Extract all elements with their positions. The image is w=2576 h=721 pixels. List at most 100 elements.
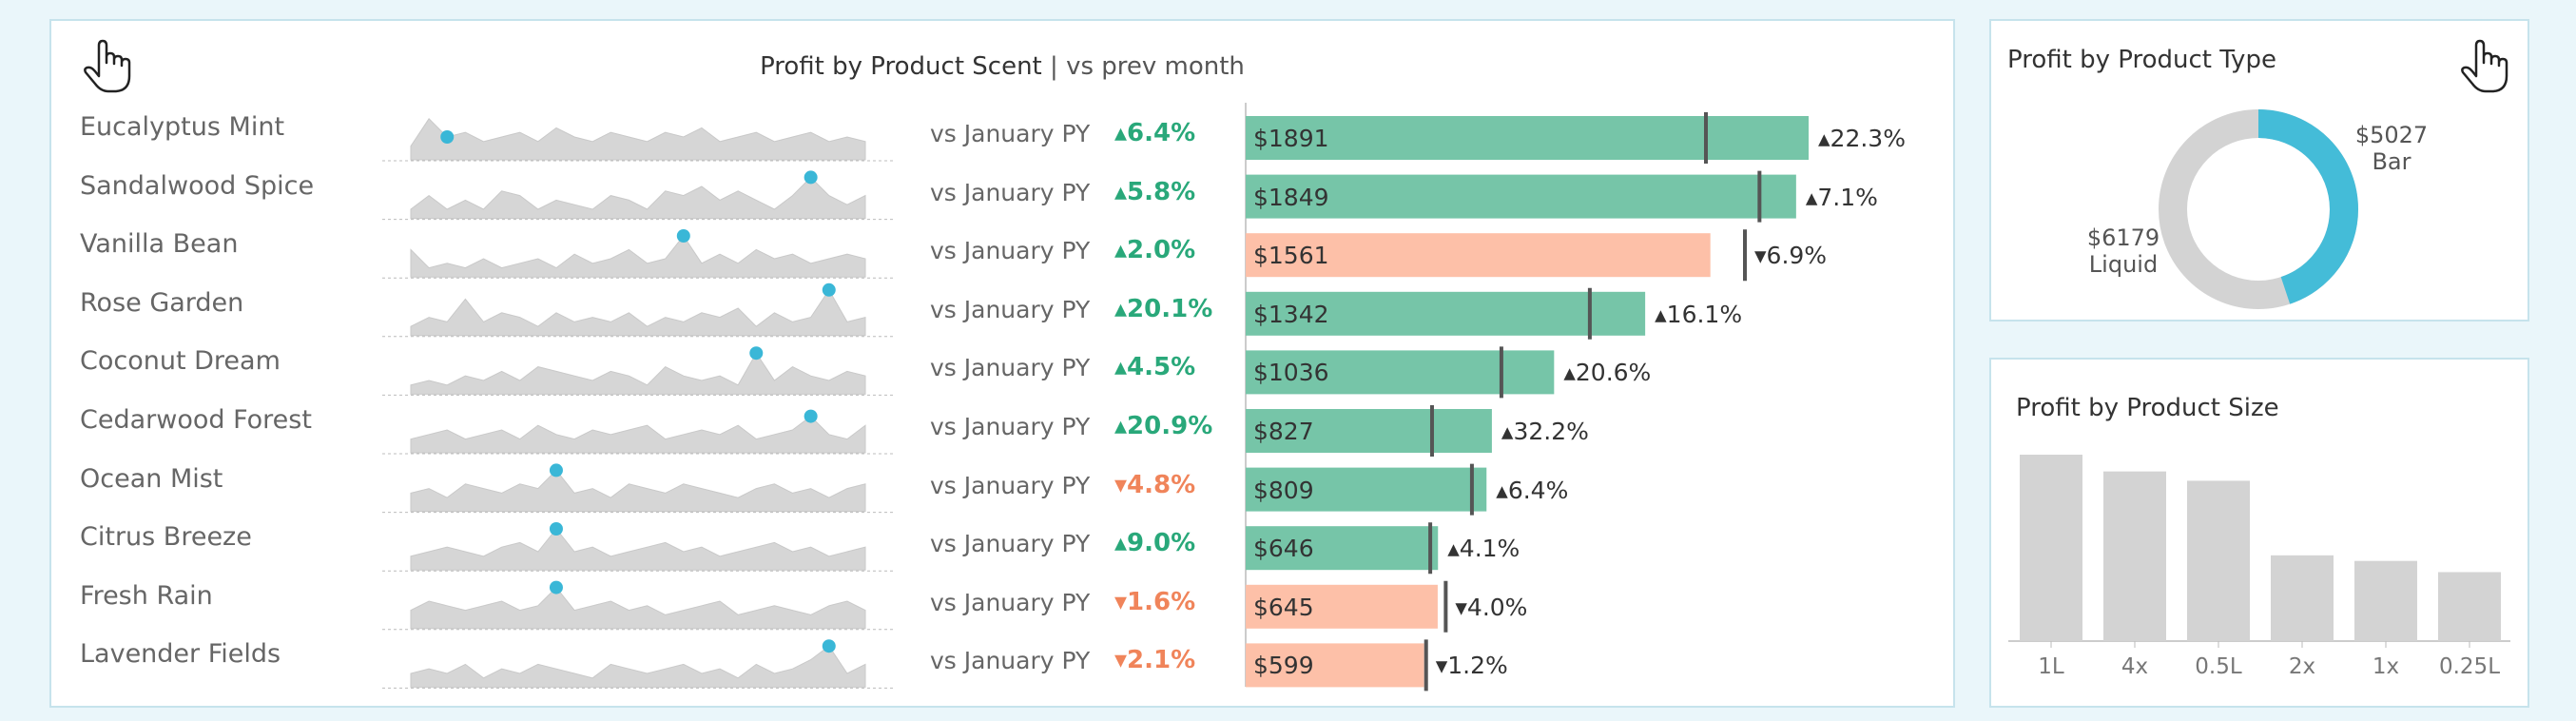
comparison-label: vs January PY — [930, 120, 1091, 147]
sparkline-area — [410, 528, 866, 571]
profit-bar — [1246, 409, 1492, 453]
size-bar-chart — [2008, 455, 2510, 648]
scent-name: Coconut Dream — [80, 346, 281, 377]
sparkline-peak-marker — [822, 639, 836, 653]
bar-value-label: $645 — [1253, 593, 1314, 621]
sparkline-peak-marker — [676, 229, 690, 243]
vs-january-py-pct: ▾1.6% — [1114, 587, 1196, 616]
scent-name: Eucalyptus Mint — [80, 112, 285, 142]
sparkline-area — [410, 352, 866, 395]
size-bar — [2103, 471, 2166, 641]
change-vs-prev-month-label: ▾4.0% — [1455, 593, 1528, 621]
chart-title: Profit by Product Scent | vs prev month — [49, 52, 1955, 81]
bar-value-label: $827 — [1253, 418, 1314, 445]
sparkline-area — [410, 176, 866, 220]
size-tick-label: 1L — [2038, 654, 2064, 679]
bar-value-label: $646 — [1253, 535, 1314, 563]
size-bar — [2354, 560, 2417, 641]
scent-name: Cedarwood Forest — [80, 405, 312, 435]
sparkline-area — [410, 235, 866, 278]
comparison-label: vs January PY — [930, 354, 1091, 382]
scent-name: Vanilla Bean — [80, 229, 239, 260]
donut-category-bar: Bar — [2372, 148, 2411, 175]
scent-name: Ocean Mist — [80, 463, 223, 494]
vs-january-py-pct: ▴2.0% — [1114, 236, 1196, 265]
change-vs-prev-month-label: ▾6.9% — [1754, 242, 1828, 270]
vs-january-py-pct: ▴5.8% — [1114, 177, 1196, 206]
profit-bar — [1246, 291, 1646, 336]
vs-january-py-pct: ▾4.8% — [1114, 470, 1196, 499]
change-vs-prev-month-label: ▴20.6% — [1563, 359, 1652, 387]
size-tick-label: 1x — [2372, 654, 2400, 679]
profit-bar — [1246, 233, 1711, 278]
donut-label-liquid: $6179 Liquid — [2071, 224, 2176, 278]
donut-category-liquid: Liquid — [2088, 251, 2159, 278]
donut-value-liquid: $6179 — [2086, 224, 2160, 251]
bar-value-label: $1342 — [1253, 300, 1329, 328]
sparkline-area — [410, 645, 866, 688]
sparkline-peak-marker — [804, 409, 818, 423]
sparkline-area — [410, 288, 866, 337]
bar-value-label: $1561 — [1253, 242, 1329, 270]
bar-value-label: $1849 — [1253, 183, 1329, 211]
size-bar — [2020, 455, 2082, 641]
sparkline-peak-marker — [822, 283, 836, 297]
scent-name: Fresh Rain — [80, 580, 213, 611]
comparison-label: vs January PY — [930, 237, 1091, 265]
scent-name: Rose Garden — [80, 287, 244, 318]
vs-january-py-pct: ▴20.9% — [1114, 412, 1213, 440]
sparkline-peak-marker — [549, 463, 563, 477]
vs-january-py-pct: ▴20.1% — [1114, 294, 1213, 323]
change-vs-prev-month-label: ▴6.4% — [1496, 476, 1569, 504]
sparkline-peak-marker — [804, 170, 818, 185]
size-bar — [2271, 555, 2334, 641]
pointing-hand-icon[interactable] — [2457, 38, 2510, 95]
comparison-label: vs January PY — [930, 588, 1091, 616]
vs-january-py-pct: ▴6.4% — [1114, 119, 1196, 147]
comparison-label: vs January PY — [930, 471, 1091, 499]
change-vs-prev-month-label: ▴16.1% — [1655, 300, 1743, 328]
profit-bar — [1246, 584, 1438, 629]
scent-name: Citrus Breeze — [80, 522, 252, 553]
profit-bar — [1246, 467, 1487, 512]
sparkline-area — [410, 469, 866, 513]
profit-bar — [1246, 643, 1424, 688]
size-bar — [2187, 480, 2250, 641]
bar-value-label: $1036 — [1253, 359, 1329, 387]
bar-value-label: $599 — [1253, 652, 1314, 680]
profit-bar — [1246, 116, 1809, 160]
change-vs-prev-month-label: ▴4.1% — [1447, 535, 1520, 563]
title-text: Profit by Product Scent — [760, 52, 1042, 81]
comparison-label: vs January PY — [930, 178, 1091, 206]
sparkline-peak-marker — [549, 522, 563, 536]
comparison-label: vs January PY — [930, 530, 1091, 558]
type-panel — [1989, 19, 2529, 322]
comparison-label: vs January PY — [930, 413, 1091, 440]
vs-january-py-pct: ▾2.1% — [1114, 646, 1196, 675]
scent-name: Sandalwood Spice — [80, 170, 315, 201]
size-bar — [2438, 572, 2501, 641]
bar-value-label: $1891 — [1253, 125, 1329, 152]
size-tick-label: 2x — [2288, 654, 2316, 679]
donut-value-bar: $5027 — [2354, 122, 2429, 148]
size-panel-title: Profit by Product Size — [2016, 394, 2279, 422]
vs-january-py-pct: ▴9.0% — [1114, 529, 1196, 558]
scent-name: Lavender Fields — [80, 639, 281, 670]
type-panel-title: Profit by Product Type — [2007, 46, 2276, 74]
sparkline-peak-marker — [749, 346, 764, 360]
donut-slice-bar — [2159, 109, 2358, 309]
change-vs-prev-month-label: ▾1.2% — [1435, 652, 1508, 680]
change-vs-prev-month-label: ▴22.3% — [1818, 125, 1906, 152]
size-tick-label: 0.25L — [2438, 654, 2501, 679]
comparison-label: vs January PY — [930, 647, 1091, 675]
sparkline-area — [410, 586, 866, 630]
profit-bar — [1246, 526, 1439, 571]
change-vs-prev-month-label: ▴32.2% — [1501, 418, 1589, 445]
title-separator: | — [1050, 52, 1058, 81]
sparkline-area — [410, 415, 866, 454]
size-tick-label: 4x — [2121, 654, 2149, 679]
pointing-hand-icon[interactable] — [80, 38, 133, 95]
donut-label-bar: $5027 Bar — [2349, 122, 2434, 175]
comparison-label: vs January PY — [930, 295, 1091, 323]
